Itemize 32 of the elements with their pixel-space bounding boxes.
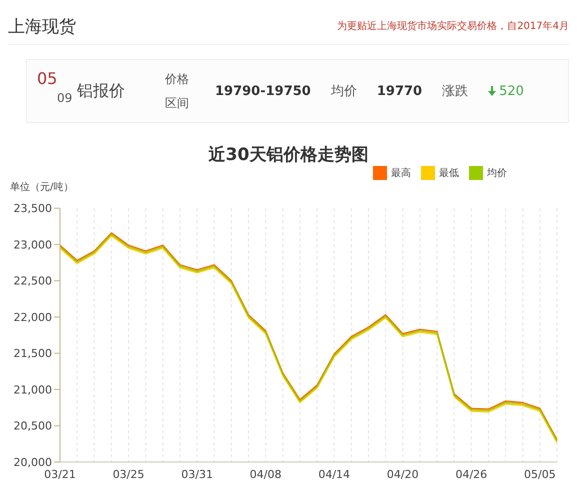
x-tick-label: 04/20 bbox=[386, 468, 419, 481]
x-tick-label: 04/14 bbox=[318, 468, 350, 481]
legend-label: 最低 bbox=[439, 168, 459, 179]
y-tick-label: 23,000 bbox=[14, 238, 52, 252]
text: 价格区间 bbox=[164, 71, 190, 112]
y-axis-title: 单位（元/吨） bbox=[10, 180, 74, 194]
text: 09 bbox=[57, 91, 72, 105]
text: 均价 bbox=[330, 83, 358, 100]
y-tick-label: 20,500 bbox=[14, 420, 52, 433]
x-tick-label: 03/21 bbox=[44, 468, 76, 481]
y-tick-label: 22,000 bbox=[14, 310, 52, 324]
y-tick-label: 22,500 bbox=[14, 274, 52, 288]
text: 19770 bbox=[376, 84, 424, 98]
text: 上海现货 bbox=[8, 16, 76, 38]
y-tick-label: 23,500 bbox=[14, 202, 52, 216]
legend-label: 最高 bbox=[391, 168, 411, 179]
text: 涨跌 bbox=[441, 83, 470, 100]
text: 05 bbox=[37, 69, 58, 88]
text: 19790-19750 bbox=[214, 84, 312, 98]
x-tick-label: 03/31 bbox=[181, 468, 213, 481]
text: 铝报价 bbox=[77, 80, 126, 102]
x-tick-label: 04/08 bbox=[250, 468, 282, 481]
y-tick-label: 20,000 bbox=[14, 456, 52, 469]
x-tick-label: 05/05 bbox=[524, 468, 556, 481]
y-tick-label: 21,000 bbox=[14, 383, 52, 396]
x-tick-label: 03/25 bbox=[112, 468, 144, 481]
y-tick-label: 21,500 bbox=[14, 347, 52, 360]
chart-title: 近30天铝价格走势图 bbox=[208, 144, 370, 166]
text: 为更贴近上海现货市场实际交易价格，自2017年4月 bbox=[337, 20, 569, 33]
legend-label: 均价 bbox=[487, 168, 507, 179]
x-tick-label: 04/26 bbox=[455, 468, 488, 481]
text: 520 bbox=[498, 84, 525, 98]
